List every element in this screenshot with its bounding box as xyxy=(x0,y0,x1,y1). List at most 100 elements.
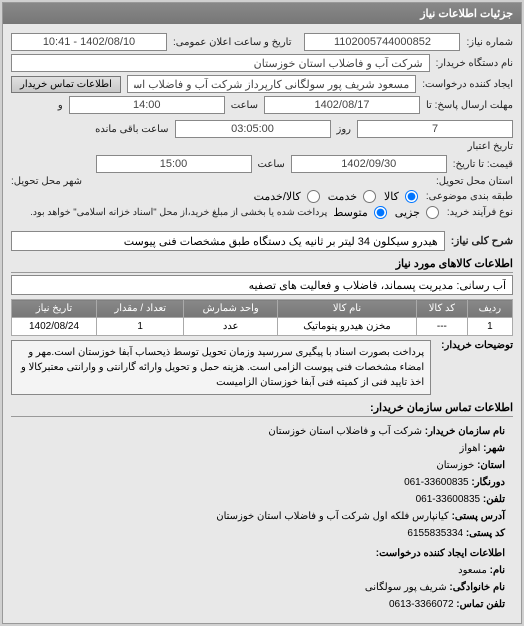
td-3: عدد xyxy=(184,318,278,336)
radio-goods[interactable]: کالا xyxy=(384,190,420,203)
notice-datetime-label: تاریخ و ساعت اعلان عمومی: xyxy=(173,37,292,48)
lastname-val: شریف پور سولگانی xyxy=(365,582,447,593)
buy-type-label: نوع فرآیند خرید: xyxy=(447,207,513,218)
buyer-notes-block: توضیحات خریدار: پرداخت بصورت اسناد با پی… xyxy=(11,340,513,395)
buyer-notes-label: توضیحات خریدار: xyxy=(437,340,513,351)
requester-field xyxy=(127,75,416,93)
contact-line-org: نام سازمان خریدار: شرکت آب و فاضلاب استا… xyxy=(19,423,505,440)
delivery-location-label: استان محل تحویل: xyxy=(436,176,513,187)
days-field xyxy=(357,120,513,138)
requester-label: ایجاد کننده درخواست: xyxy=(422,79,513,90)
req-number-label: شماره نیاز: xyxy=(466,37,513,48)
and-label: و xyxy=(58,100,63,111)
response-date-field xyxy=(264,96,420,114)
td-0: 1 xyxy=(467,318,512,336)
row-buyer-device: نام دستگاه خریدار: xyxy=(11,54,513,72)
req-number-field xyxy=(304,33,460,51)
panel-body: شماره نیاز: تاریخ و ساعت اعلان عمومی: نا… xyxy=(3,24,521,623)
province-label: استان: xyxy=(477,460,505,471)
td-5: 1402/08/24 xyxy=(12,318,97,336)
remaining-label: ساعت باقی مانده xyxy=(95,124,168,135)
contact-phone-label: تلفن تماس: xyxy=(456,599,505,610)
postal-addr: کیانپارس فلکه اول شرکت آب و فاضلاب استان… xyxy=(216,511,449,522)
org-name: شرکت آب و فاضلاب استان خوزستان xyxy=(268,426,422,437)
th-3: واحد شمارش xyxy=(184,300,278,318)
contact-line-city: شهر: اهواز xyxy=(19,440,505,457)
radio-service[interactable]: خدمت xyxy=(328,190,378,203)
time-label-2: ساعت xyxy=(258,159,285,170)
desc-title-field xyxy=(11,231,445,251)
response-time-field xyxy=(69,96,225,114)
contact-line-phone: تلفن: 33600835-061 xyxy=(19,491,505,508)
radio-goods-service[interactable]: کالا/خدمت xyxy=(254,190,322,203)
buyer-device-field xyxy=(11,54,430,72)
row-desc-title: شرح کلی نیاز: xyxy=(11,231,513,251)
radio-mid-input[interactable] xyxy=(426,206,439,219)
radio-mid[interactable]: جزیی xyxy=(395,206,441,219)
province: خوزستان xyxy=(436,460,474,471)
goods-category-field xyxy=(11,275,513,295)
buyer-device-label: نام دستگاه خریدار: xyxy=(436,58,513,69)
contact-line-addr: آدرس پستی: کیانپارس فلکه اول شرکت آب و ف… xyxy=(19,508,505,525)
validity-time-field xyxy=(96,155,252,173)
radio-service-label: خدمت xyxy=(328,190,357,203)
delivery-city-label: شهر محل تحویل: xyxy=(11,176,82,187)
contact-line-lastname: نام خانوادگی: شریف پور سولگانی xyxy=(19,579,505,596)
th-4: تعداد / مقدار xyxy=(97,300,184,318)
td-2: مخزن هیدرو پنوماتیک xyxy=(278,318,417,336)
td-4: 1 xyxy=(97,318,184,336)
td-1: --- xyxy=(416,318,467,336)
radio-low-input[interactable] xyxy=(374,206,387,219)
name-val: مسعود xyxy=(458,565,487,576)
contact-line-fax: دورنگار: 33600835-061 xyxy=(19,474,505,491)
th-1: کد کالا xyxy=(416,300,467,318)
validity-to-label: قیمت: تا تاریخ: xyxy=(453,159,513,170)
phone-label: تلفن: xyxy=(483,494,505,505)
contact-section-title: اطلاعات تماس سازمان خریدار: xyxy=(11,401,513,417)
row-validity: قیمت: تا تاریخ: ساعت xyxy=(11,155,513,173)
validity-date-field xyxy=(291,155,447,173)
buy-note: پرداخت شده یا بخشی از مبلغ خرید،از محل "… xyxy=(30,207,327,218)
th-5: تاریخ نیاز xyxy=(12,300,97,318)
name-label: نام: xyxy=(490,565,505,576)
classification-label: طبقه بندی موضوعی: xyxy=(426,191,513,202)
radio-goods-label: کالا xyxy=(384,190,399,203)
phone: 33600835-061 xyxy=(416,494,481,505)
postal-code-label: کد پستی: xyxy=(466,528,505,539)
day-label: روز xyxy=(337,124,352,135)
row-validity-from: تاریخ اعتبار xyxy=(11,141,513,152)
radio-service-input[interactable] xyxy=(363,190,376,203)
postal-code: 6155835334 xyxy=(407,528,463,539)
row-delivery-loc: استان محل تحویل: شهر محل تحویل: xyxy=(11,176,513,187)
th-2: نام کالا xyxy=(278,300,417,318)
radio-mid-label: جزیی xyxy=(395,206,420,219)
fax: 33600835-061 xyxy=(404,477,469,488)
notice-datetime-field xyxy=(11,33,167,51)
radio-low[interactable]: متوسط xyxy=(333,206,389,219)
validity-from-label: تاریخ اعتبار xyxy=(468,141,513,152)
contact-block: نام سازمان خریدار: شرکت آب و فاضلاب استا… xyxy=(11,419,513,617)
lastname-label: نام خانوادگی: xyxy=(449,582,505,593)
row-response-deadline: مهلت ارسال پاسخ: تا ساعت و روز ساعت باقی… xyxy=(11,96,513,138)
org-name-label: نام سازمان خریدار: xyxy=(425,426,505,437)
radio-goods-input[interactable] xyxy=(405,190,418,203)
goods-section-title: اطلاعات کالاهای مورد نیاز xyxy=(11,257,513,273)
city: اهواز xyxy=(460,443,481,454)
contact-line-name: نام: مسعود xyxy=(19,562,505,579)
contact-line-province: استان: خوزستان xyxy=(19,457,505,474)
fax-label: دورنگار: xyxy=(471,477,505,488)
th-0: ردیف xyxy=(467,300,512,318)
radio-goods-service-label: کالا/خدمت xyxy=(254,190,301,203)
contact-line-postal: کد پستی: 6155835334 xyxy=(19,525,505,542)
radio-goods-service-input[interactable] xyxy=(307,190,320,203)
row-req-number: شماره نیاز: تاریخ و ساعت اعلان عمومی: xyxy=(11,33,513,51)
goods-table: ردیف کد کالا نام کالا واحد شمارش تعداد /… xyxy=(11,299,513,336)
row-classification: طبقه بندی موضوعی: کالا خدمت کالا/خدمت xyxy=(11,190,513,203)
buyer-contact-button[interactable]: اطلاعات تماس خریدار xyxy=(11,76,121,93)
row-buy-type: نوع فرآیند خرید: جزیی متوسط پرداخت شده ی… xyxy=(11,206,513,219)
city-label: شهر: xyxy=(483,443,505,454)
postal-addr-label: آدرس پستی: xyxy=(452,511,505,522)
panel-header: جزئیات اطلاعات نیاز xyxy=(3,3,521,24)
table-header-row: ردیف کد کالا نام کالا واحد شمارش تعداد /… xyxy=(12,300,513,318)
buyer-notes-text: پرداخت بصورت اسناد با پیگیری سررسید وزما… xyxy=(11,340,431,395)
